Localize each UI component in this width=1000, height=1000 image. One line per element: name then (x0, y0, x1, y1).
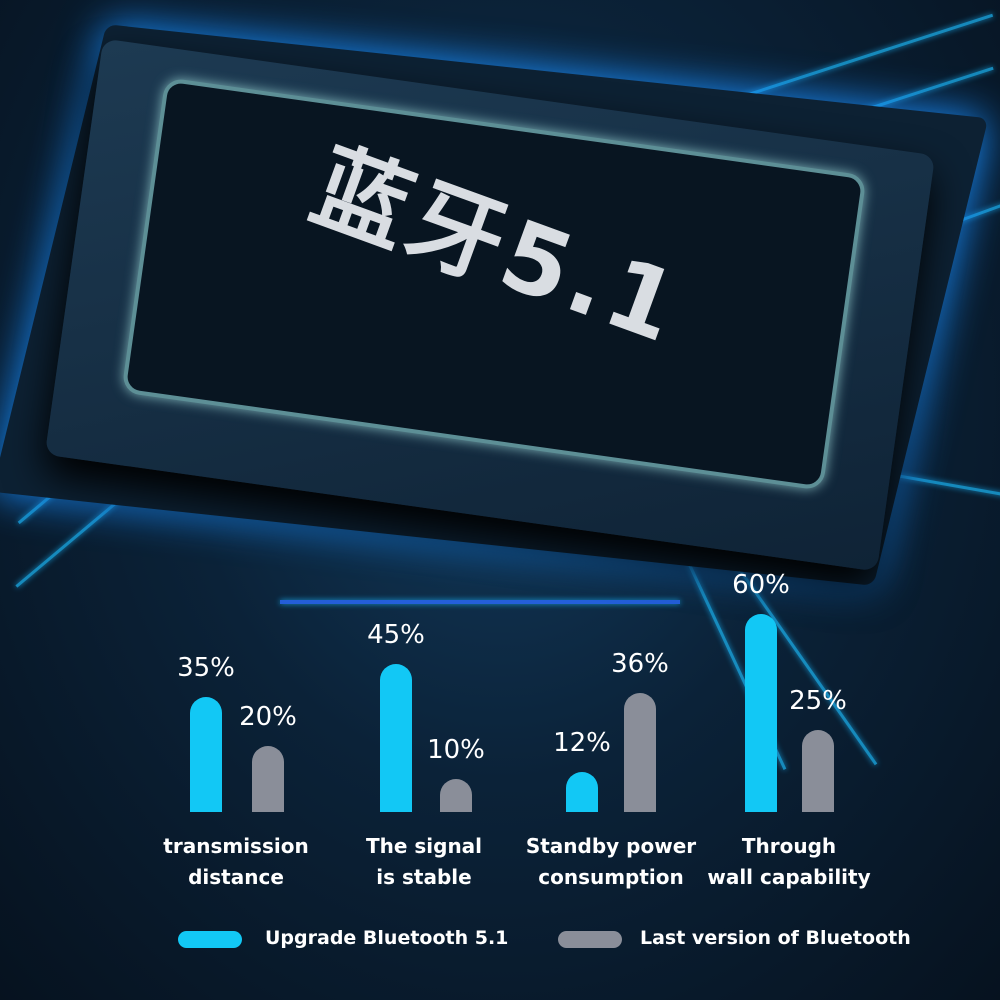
legend-label-last: Last version of Bluetooth (640, 927, 911, 949)
category-label: Standby power consumption (511, 831, 711, 893)
category-label: Through wall capability (689, 831, 889, 893)
bar-last (440, 779, 472, 812)
category-label-line: transmission (163, 834, 309, 858)
bar-upgrade (566, 772, 598, 812)
data-label: 36% (611, 649, 669, 680)
data-label: 20% (239, 702, 297, 732)
data-label: 10% (427, 735, 485, 765)
category-label-line: Standby power (525, 834, 697, 858)
category-label: The signal is stable (324, 831, 524, 893)
legend-swatch-last (558, 931, 622, 948)
legend-label-upgrade: Upgrade Bluetooth 5.1 (265, 927, 509, 949)
category-label-line: is stable (376, 865, 472, 889)
category-label-line: The signal (365, 834, 483, 858)
category-label-line: consumption (538, 865, 684, 889)
bar-upgrade (380, 663, 412, 812)
data-label: 35% (177, 652, 235, 683)
category-label-line: distance (188, 865, 284, 889)
legend-swatch-upgrade (178, 931, 242, 948)
bar-last (252, 746, 284, 812)
data-label: 25% (789, 685, 847, 716)
bar-upgrade (745, 614, 777, 812)
bar-last (624, 693, 656, 812)
category-label-line: Through (741, 834, 837, 858)
category-label: transmission distance (136, 831, 336, 893)
data-label: 45% (367, 619, 425, 650)
bar-last (802, 729, 834, 812)
data-label: 60% (732, 570, 790, 600)
bar-upgrade (190, 696, 222, 812)
data-label: 12% (553, 728, 611, 759)
category-label-line: wall capability (707, 865, 871, 889)
